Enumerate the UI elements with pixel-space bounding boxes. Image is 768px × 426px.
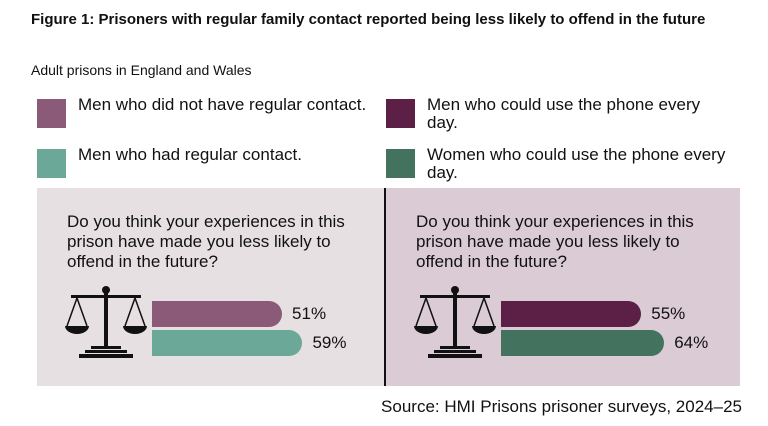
title: Figure 1: Prisoners with regular family … — [31, 11, 706, 28]
legend-item: Men who had regular contact. — [37, 146, 377, 196]
legend-item: Men who did not have regular contact. — [37, 96, 377, 146]
icon-wrap — [63, 284, 149, 365]
question: Do you think your experiences in this pr… — [416, 212, 694, 271]
legend-label: Men who could use the phone every day. — [427, 95, 701, 132]
value-label: 64% — [674, 333, 709, 352]
bar — [501, 301, 642, 327]
legend-swatch — [37, 99, 66, 128]
legend-label: Men who had regular contact. — [78, 145, 302, 164]
panel: Do you think your experiences in this pr… — [386, 188, 740, 386]
legend-swatch — [37, 149, 66, 178]
bar — [152, 330, 303, 356]
legend-swatch — [386, 99, 415, 128]
icon-wrap — [412, 284, 498, 365]
value-label: 55% — [651, 304, 686, 323]
legend: Men who did not have regular contact. Men… — [37, 96, 377, 196]
question: Do you think your experiences in this pr… — [67, 212, 345, 271]
legend: Men who could use the phone every day. Wo… — [386, 96, 726, 196]
bar — [152, 301, 283, 327]
divider — [384, 188, 386, 386]
legend-item: Women who could use the phone every day. — [386, 146, 726, 196]
legend-swatch — [386, 149, 415, 178]
legend-label: Women who could use the phone every day. — [427, 145, 726, 182]
scales-icon — [414, 286, 496, 358]
subtitle: Adult prisons in England and Wales — [31, 62, 252, 78]
value-label: 59% — [312, 333, 347, 352]
bar — [501, 330, 665, 356]
source: Source: HMI Prisons prisoner surveys, 20… — [381, 397, 742, 416]
legend-item: Men who could use the phone every day. — [386, 96, 726, 146]
legend-label: Men who did not have regular contact. — [78, 95, 367, 114]
scales-icon — [65, 286, 147, 358]
panel: Do you think your experiences in this pr… — [37, 188, 384, 386]
value-label: 51% — [292, 304, 327, 323]
